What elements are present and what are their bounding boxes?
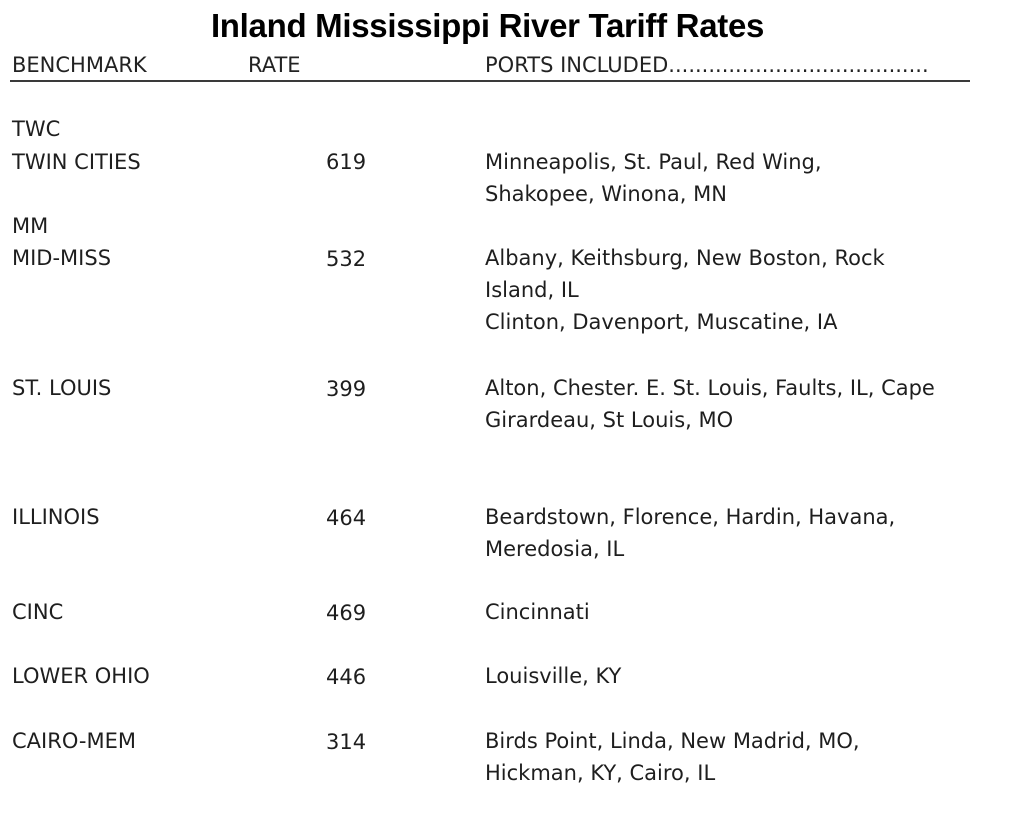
benchmark-code: TWC — [12, 117, 61, 141]
benchmark-name: MID-MISS — [12, 246, 112, 270]
ports-included: Alton, Chester. E. St. Louis, Faults, IL… — [485, 372, 975, 436]
ports-line: Meredosia, IL — [485, 537, 625, 561]
ports-line: Birds Point, Linda, New Madrid, MO, — [485, 729, 860, 753]
header-benchmark: BENCHMARK — [12, 53, 147, 77]
ports-line: Clinton, Davenport, Muscatine, IA — [485, 310, 838, 334]
ports-line: Shakopee, Winona, MN — [485, 182, 727, 206]
ports-included: Louisville, KY — [485, 660, 975, 692]
benchmark-name: ST. LOUIS — [12, 376, 112, 400]
ports-included: Cincinnati — [485, 596, 975, 628]
rate-value: 619 — [326, 150, 367, 174]
ports-included: Minneapolis, St. Paul, Red Wing, Shakope… — [485, 146, 975, 210]
benchmark-name: CAIRO-MEM — [12, 729, 137, 753]
benchmark-name: CINC — [12, 600, 64, 624]
ports-line: Island, IL — [485, 278, 579, 302]
rate-value: 314 — [326, 730, 367, 754]
header-divider — [10, 80, 970, 82]
ports-line: Alton, Chester. E. St. Louis, Faults, IL… — [485, 376, 935, 400]
ports-included: Birds Point, Linda, New Madrid, MO, Hick… — [485, 725, 975, 789]
header-ports-included: PORTS INCLUDED..........................… — [485, 53, 929, 77]
benchmark-name: TWIN CITIES — [12, 150, 141, 174]
rate-value: 469 — [326, 601, 367, 625]
ports-line: Hickman, KY, Cairo, IL — [485, 761, 716, 785]
ports-line: Cincinnati — [485, 600, 590, 624]
rate-value: 464 — [326, 506, 367, 530]
benchmark-name: ILLINOIS — [12, 505, 100, 529]
rate-value: 446 — [326, 665, 367, 689]
ports-line: Albany, Keithsburg, New Boston, Rock — [485, 246, 885, 270]
header-rate: RATE — [248, 53, 301, 77]
ports-line: Louisville, KY — [485, 664, 622, 688]
benchmark-code: MM — [12, 214, 49, 238]
page-title: Inland Mississippi River Tariff Rates — [210, 7, 765, 44]
ports-line: Beardstown, Florence, Hardin, Havana, — [485, 505, 896, 529]
ports-included: Beardstown, Florence, Hardin, Havana, Me… — [485, 501, 975, 565]
benchmark-name: LOWER OHIO — [12, 664, 150, 688]
ports-included: Albany, Keithsburg, New Boston, Rock Isl… — [485, 242, 975, 338]
ports-line: Minneapolis, St. Paul, Red Wing, — [485, 150, 822, 174]
ports-line: Girardeau, St Louis, MO — [485, 408, 734, 432]
rate-value: 399 — [326, 377, 367, 401]
rate-value: 532 — [326, 247, 367, 271]
